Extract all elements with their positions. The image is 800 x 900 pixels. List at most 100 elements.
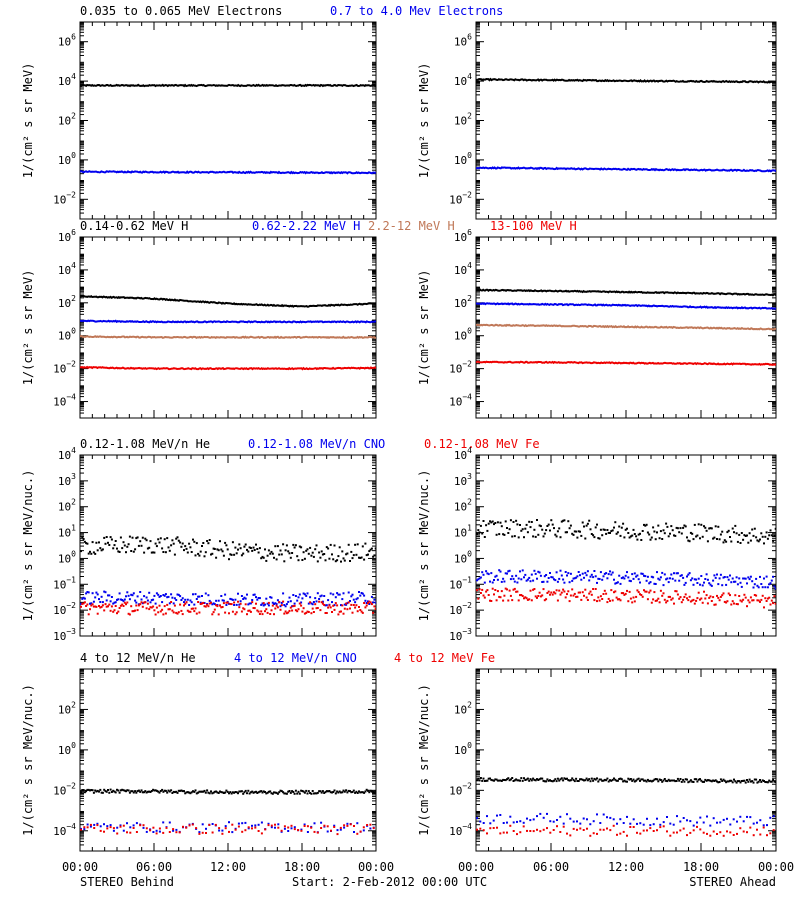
data-point [560,574,563,577]
data-point [163,594,166,597]
data-point [300,546,303,549]
data-point [492,819,495,822]
data-point [615,532,618,535]
data-point [354,606,357,609]
data-point [568,527,571,530]
data-point [162,613,165,616]
data-point [672,823,675,826]
data-point [718,599,721,602]
data-point [646,817,648,820]
data-point [204,791,207,794]
data-point [576,820,578,823]
data-point [166,603,169,606]
data-point [606,777,609,780]
data-point [144,537,147,540]
data-point [215,790,218,793]
data-point [719,778,722,781]
data-point [222,599,225,602]
data-point [318,598,321,600]
data-point [312,611,315,613]
data-point [197,595,200,598]
data-point [572,778,575,781]
data-point [164,612,167,615]
data-point [763,780,765,782]
data-point [252,593,255,596]
data-point [770,599,773,602]
data-point [499,521,502,524]
data-point [231,541,234,544]
data-point [635,595,638,598]
data-point [177,789,180,792]
data-point [95,605,98,608]
data-point [627,600,630,603]
data-point [146,547,149,550]
data-point [163,789,166,792]
data-point [493,523,495,526]
data-point [193,610,196,613]
data-point [333,826,336,828]
data-point [511,575,514,578]
data-point [190,607,193,610]
data-point [731,600,734,603]
data-point [752,822,755,825]
data-point [171,596,174,599]
data-point [148,608,151,611]
data-point [522,825,525,828]
data-point [176,536,179,539]
data-point [194,593,197,596]
data-point [143,595,146,598]
data-point [212,602,215,605]
data-point [476,828,478,831]
data-point [646,531,649,534]
data-point [188,604,191,606]
data-point [239,602,242,605]
data-point [682,778,685,781]
data-point [749,539,752,542]
data-point [682,598,685,601]
data-point [710,780,713,783]
data-point [705,779,708,782]
series-points-black [476,519,776,545]
data-point [512,830,515,832]
data-point [726,830,728,833]
data-point [637,777,640,780]
data-point [643,589,645,592]
data-point [559,815,562,818]
data-point [525,523,528,526]
data-point [731,527,734,530]
series-points-black [80,788,376,795]
data-point [168,602,171,605]
data-point [239,790,242,793]
data-point [759,600,761,603]
data-point [521,595,524,597]
data-point [725,583,728,586]
data-point [257,610,260,613]
data-point [123,598,126,601]
data-point [519,831,522,834]
data-point [237,792,239,795]
data-point [228,830,230,833]
data-point [155,606,158,609]
data-point [716,780,718,783]
x-tick-label: 12:00 [210,860,246,874]
data-point [324,612,327,614]
data-point [193,540,196,543]
data-point [213,790,216,793]
data-point [529,589,532,592]
data-point [687,599,690,602]
data-point [502,533,505,536]
y-tick-label: 10−2 [449,601,472,617]
data-point [566,832,568,835]
data-point [352,604,355,606]
data-point [194,789,197,792]
data-point [599,778,602,781]
data-point [627,532,630,534]
data-point [765,600,768,602]
data-point [553,591,555,594]
data-point [746,605,748,608]
data-point [337,791,340,794]
data-point [582,817,585,820]
data-point [274,607,277,610]
